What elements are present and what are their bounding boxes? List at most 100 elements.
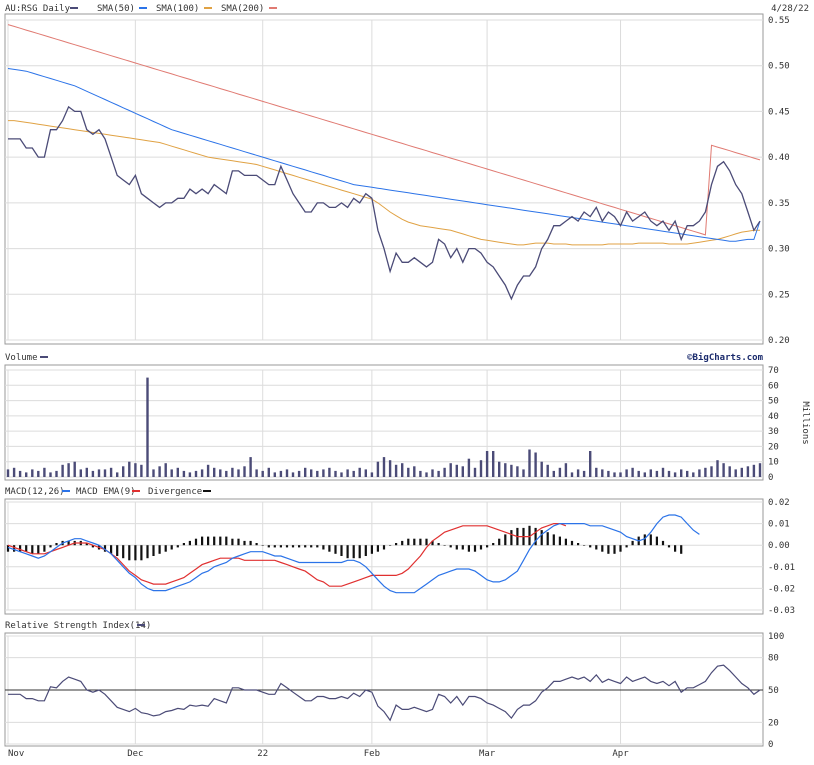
volume-bar — [613, 472, 616, 477]
chart-title: AU:RSG Daily — [5, 4, 71, 14]
volume-bar — [564, 463, 568, 477]
volume-bar — [31, 469, 34, 477]
volume-bar — [140, 464, 143, 477]
volume-bar — [504, 463, 507, 477]
divergence-bar — [643, 534, 646, 546]
volume-bar — [631, 467, 634, 477]
volume-bar — [419, 470, 422, 477]
macd-grid — [5, 501, 763, 611]
volume-bar — [225, 470, 228, 477]
sma200-legend-label: SMA(200) — [221, 4, 264, 14]
y-tick-label: 0.55 — [768, 16, 790, 26]
volume-bar — [619, 472, 622, 477]
volume-bar — [122, 466, 125, 477]
divergence-bar — [231, 538, 234, 546]
x-tick-label: Dec — [127, 749, 143, 759]
volume-bar — [18, 470, 22, 477]
volume-bar — [134, 463, 137, 477]
divergence-bar — [504, 534, 507, 546]
volume-bar — [79, 469, 82, 477]
volume-bar — [692, 472, 695, 477]
volume-bar — [85, 467, 88, 477]
macd-divergence-bars — [6, 525, 683, 561]
y-tick-label: 0.25 — [768, 290, 790, 300]
rsi-line — [8, 664, 761, 722]
volume-bar — [237, 469, 240, 477]
divergence-bar — [540, 530, 543, 546]
volume-bar — [273, 472, 276, 477]
volume-bar — [219, 469, 222, 477]
divergence-bar — [655, 536, 658, 546]
divergence-bar — [194, 538, 198, 546]
volume-bar — [116, 472, 119, 477]
x-axis: Nov Dec 22 Feb Mar Apr — [8, 749, 629, 759]
volume-bar — [49, 472, 52, 477]
volume-bar — [546, 464, 549, 477]
volume-bar — [431, 469, 434, 477]
divergence-bar — [346, 545, 349, 559]
volume-panel-frame — [4, 364, 764, 481]
volume-bar — [231, 467, 234, 477]
macd-panel-frame — [4, 498, 764, 615]
volume-bar — [152, 469, 155, 477]
divergence-bar — [6, 545, 10, 552]
y-tick-label: 0.45 — [768, 107, 790, 117]
volume-bar — [297, 470, 301, 477]
volume-bar — [109, 467, 113, 477]
divergence-bar — [461, 545, 464, 550]
divergence-bar — [649, 534, 652, 546]
volume-bar — [698, 469, 701, 477]
macd-y-axis: 0.02 0.01 0.00 -0.01 -0.02 -0.03 — [768, 498, 795, 616]
volume-bar — [595, 467, 598, 477]
divergence-bar — [55, 543, 58, 546]
volume-bar — [279, 470, 283, 477]
divergence-bar — [225, 536, 228, 546]
divergence-bar — [583, 545, 586, 546]
volume-bar — [467, 458, 471, 477]
divergence-bar — [467, 545, 470, 552]
divergence-bar — [631, 540, 634, 546]
divergence-bar — [558, 536, 561, 546]
volume-bar — [582, 470, 586, 477]
volume-bar — [710, 466, 713, 477]
divergence-bar — [116, 545, 119, 556]
y-tick-label: 60 — [768, 381, 779, 391]
volume-bar — [625, 469, 628, 477]
volume-bar — [97, 469, 101, 477]
volume-bar — [534, 452, 537, 477]
divergence-bar — [267, 545, 270, 548]
rsi-y-axis: 100 80 50 20 0 — [768, 632, 784, 750]
x-tick-label: Apr — [612, 749, 629, 759]
divergence-bar — [352, 545, 355, 559]
divergence-legend-label: Divergence — [148, 487, 202, 497]
sma100-line — [8, 120, 760, 246]
divergence-bar — [207, 536, 210, 546]
volume-bar — [370, 472, 374, 477]
divergence-bar — [382, 545, 386, 550]
volume-bar — [334, 470, 337, 477]
volume-bar — [728, 466, 731, 477]
y-tick-label: 50 — [768, 686, 779, 696]
volume-bar — [91, 470, 95, 477]
macd-legend-label: MACD(12,26) — [5, 487, 65, 497]
volume-bar — [407, 467, 410, 477]
y-tick-label: 0.20 — [768, 336, 790, 346]
volume-bar — [746, 466, 750, 477]
sma50-legend-label: SMA(50) — [97, 4, 135, 14]
y-tick-label: 0.30 — [768, 245, 790, 255]
divergence-bar — [122, 545, 125, 559]
macd-lines — [7, 514, 700, 594]
rsi-legend-label: Relative Strength Index(14) — [5, 621, 151, 631]
volume-bar — [425, 472, 428, 477]
y-tick-label: -0.02 — [768, 584, 795, 594]
y-tick-label: 100 — [768, 632, 784, 642]
divergence-bar — [601, 545, 604, 552]
price-y-axis: 0.55 0.50 0.45 0.40 0.35 0.30 0.25 0.20 — [768, 16, 790, 346]
y-tick-label: 30 — [768, 427, 779, 437]
y-tick-label: 0.50 — [768, 62, 790, 72]
divergence-bar — [443, 545, 446, 546]
divergence-bar — [243, 540, 246, 546]
divergence-bar — [273, 545, 276, 548]
volume-units-label: Millions — [800, 401, 810, 444]
sma200-line — [7, 24, 761, 236]
